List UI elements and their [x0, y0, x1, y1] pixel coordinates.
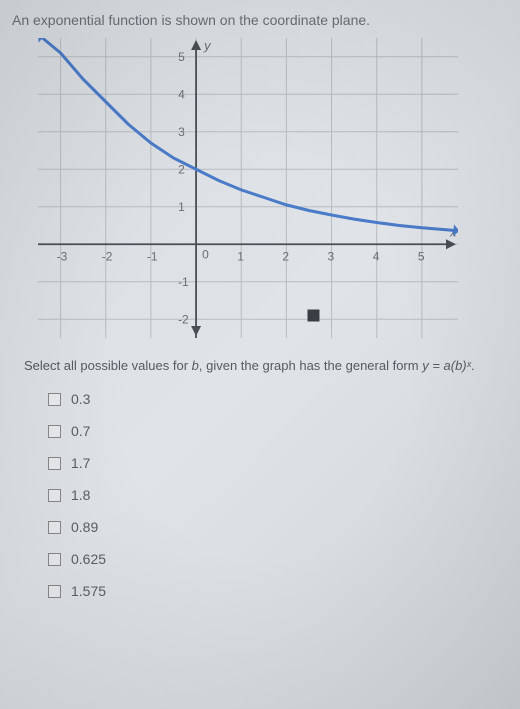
question-period: . — [471, 358, 475, 373]
svg-text:1: 1 — [178, 200, 185, 214]
svg-text:3: 3 — [328, 249, 335, 263]
checkbox[interactable] — [48, 521, 61, 534]
svg-text:1: 1 — [237, 249, 244, 263]
svg-text:y: y — [203, 38, 212, 53]
svg-text:-3: -3 — [57, 249, 68, 263]
svg-text:4: 4 — [373, 249, 380, 263]
option-label: 1.7 — [71, 455, 90, 471]
question-var: b — [192, 358, 199, 373]
checkbox[interactable] — [48, 425, 61, 438]
svg-text:-2: -2 — [102, 249, 113, 263]
svg-text:5: 5 — [178, 50, 185, 64]
option-label: 0.3 — [71, 391, 90, 407]
prompt-text: An exponential function is shown on the … — [8, 12, 512, 28]
option-label: 0.7 — [71, 423, 90, 439]
option-row: 0.7 — [48, 423, 512, 439]
chart-svg: -3-2-1012345-2-112345xy — [38, 38, 458, 338]
options-list: 0.3 0.7 1.7 1.8 0.89 0.625 1.575 — [48, 391, 512, 599]
option-label: 1.575 — [71, 583, 106, 599]
option-label: 0.89 — [71, 519, 98, 535]
coordinate-plane-chart: -3-2-1012345-2-112345xy — [38, 38, 458, 338]
svg-text:2: 2 — [282, 249, 289, 263]
question-suffix: , given the graph has the general form — [199, 358, 422, 373]
option-label: 1.8 — [71, 487, 90, 503]
option-row: 1.7 — [48, 455, 512, 471]
checkbox[interactable] — [48, 393, 61, 406]
svg-text:-1: -1 — [147, 249, 158, 263]
checkbox[interactable] — [48, 489, 61, 502]
question-prefix: Select all possible values for — [24, 358, 192, 373]
svg-text:-1: -1 — [178, 275, 189, 289]
option-label: 0.625 — [71, 551, 106, 567]
svg-text:5: 5 — [418, 249, 425, 263]
option-row: 1.8 — [48, 487, 512, 503]
svg-text:4: 4 — [178, 87, 185, 101]
checkbox[interactable] — [48, 585, 61, 598]
svg-text:-2: -2 — [178, 312, 189, 326]
option-row: 0.3 — [48, 391, 512, 407]
svg-text:0: 0 — [202, 247, 209, 261]
svg-text:3: 3 — [178, 125, 185, 139]
question-formula: y = a(b)ˣ — [422, 358, 471, 373]
option-row: 0.89 — [48, 519, 512, 535]
checkbox[interactable] — [48, 457, 61, 470]
option-row: 0.625 — [48, 551, 512, 567]
checkbox[interactable] — [48, 553, 61, 566]
option-row: 1.575 — [48, 583, 512, 599]
question-text: Select all possible values for b, given … — [24, 358, 512, 373]
